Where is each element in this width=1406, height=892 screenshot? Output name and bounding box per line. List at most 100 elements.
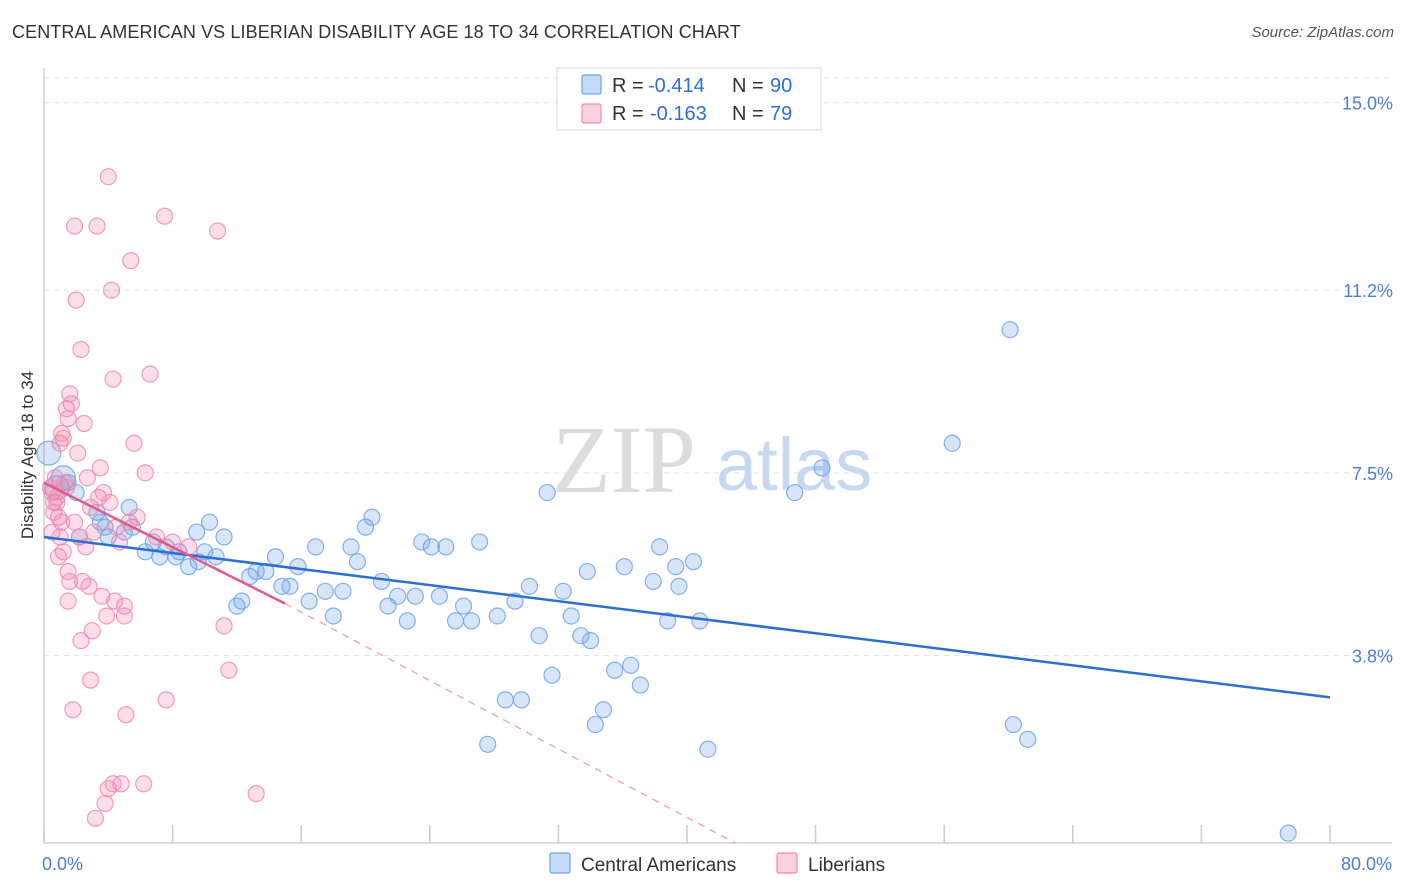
chart-title: CENTRAL AMERICAN VS LIBERIAN DISABILITY … xyxy=(12,22,741,42)
central-american-point xyxy=(786,483,804,502)
source-label: Source: ZipAtlas.com xyxy=(1251,24,1394,41)
liberian-point xyxy=(98,607,116,625)
central-american-point xyxy=(543,666,561,684)
trend-line-liberians xyxy=(43,481,286,605)
liberian-point xyxy=(106,592,124,610)
liberian-point xyxy=(54,429,72,447)
central-american-point xyxy=(684,553,703,571)
central-american-point xyxy=(91,513,109,531)
legend-n-value-central-americans: 90 xyxy=(770,75,792,97)
liberian-point xyxy=(59,409,77,428)
central-american-point xyxy=(594,701,613,719)
liberian-point xyxy=(85,523,103,541)
liberian-point xyxy=(88,217,106,235)
central-american-point xyxy=(606,661,624,679)
central-american-point xyxy=(266,548,285,566)
central-american-point xyxy=(188,523,206,541)
central-american-point xyxy=(316,582,334,600)
liberian-point xyxy=(94,483,113,502)
central-american-point xyxy=(622,656,640,674)
central-american-point xyxy=(572,627,590,645)
central-american-point xyxy=(578,562,596,581)
legend-r-value-central-americans: -0.414 xyxy=(648,75,705,97)
central-american-point xyxy=(228,597,246,615)
liberian-point xyxy=(61,572,79,591)
central-american-point xyxy=(334,582,352,600)
liberian-point xyxy=(75,414,93,433)
series-legend-label-central-americans: Central Americans xyxy=(581,855,736,876)
central-american-point xyxy=(300,592,318,610)
liberian-point xyxy=(49,508,68,526)
y-axis-title: Disability Age 18 to 34 xyxy=(18,371,37,539)
liberian-point xyxy=(62,395,80,413)
legend-n-label-0: N = xyxy=(732,75,764,97)
legend-swatch-liberians xyxy=(581,103,602,124)
liberian-point xyxy=(99,168,117,186)
liberian-point xyxy=(115,597,133,615)
x-tick-marks xyxy=(43,825,1331,843)
liberian-point xyxy=(46,469,64,487)
liberian-point xyxy=(115,607,133,625)
central-american-point xyxy=(631,676,649,694)
liberian-point xyxy=(59,592,77,610)
central-american-point xyxy=(422,538,441,556)
central-american-point xyxy=(372,572,391,591)
central-american-point xyxy=(281,577,299,595)
liberian-point xyxy=(69,444,87,462)
central-american-point xyxy=(454,597,473,615)
central-american-point xyxy=(1004,715,1022,734)
x-tick-label-min: 0.0% xyxy=(42,854,83,874)
liberian-point xyxy=(45,503,63,521)
central-american-point xyxy=(200,513,219,531)
central-american-point xyxy=(479,735,497,753)
central-american-point xyxy=(363,508,381,526)
central-american-point xyxy=(699,740,717,758)
liberian-point xyxy=(91,459,109,477)
liberian-point xyxy=(220,661,238,679)
trend-line-central-americans xyxy=(43,535,1331,699)
liberian-point xyxy=(112,775,130,793)
liberian-point xyxy=(93,587,111,605)
liberian-point xyxy=(209,222,227,240)
liberian-point xyxy=(135,775,153,793)
liberian-point xyxy=(49,548,68,566)
y-tick-label: 7.5% xyxy=(1352,464,1393,484)
liberian-point xyxy=(96,794,114,813)
central-american-point xyxy=(659,612,677,630)
liberian-point xyxy=(43,523,61,541)
legend-swatch-central-americans xyxy=(581,74,602,95)
liberian-point xyxy=(247,785,265,803)
central-american-point xyxy=(586,715,604,734)
central-american-point xyxy=(233,592,251,610)
liberian-point xyxy=(82,671,100,689)
axes xyxy=(43,68,1392,844)
central-american-point xyxy=(670,577,688,595)
central-american-point xyxy=(943,434,961,452)
legend-r-label-1: R = xyxy=(612,103,644,125)
legend-n-label-1: N = xyxy=(732,103,764,125)
series-legend-swatch-liberians xyxy=(776,852,798,874)
central-american-point xyxy=(180,558,198,576)
central-american-point xyxy=(430,587,449,605)
y-tick-labels: 3.8% 7.5% 11.2% 15.0% xyxy=(1342,94,1393,667)
liberian-point xyxy=(65,217,84,235)
series-liberians-points xyxy=(41,168,265,827)
liberian-point xyxy=(72,632,90,650)
liberian-point xyxy=(64,701,82,719)
central-american-point xyxy=(307,538,325,556)
liberian-point xyxy=(136,464,154,482)
watermark: ZIP atlas xyxy=(552,406,872,513)
trend-line-liberians-extension xyxy=(284,603,736,844)
central-american-point xyxy=(530,627,548,645)
central-american-point xyxy=(667,558,685,576)
liberian-point xyxy=(122,252,140,270)
central-american-point xyxy=(398,612,416,630)
central-american-point xyxy=(691,612,709,630)
liberian-point xyxy=(157,691,175,709)
central-american-point xyxy=(512,691,531,709)
liberian-point xyxy=(128,508,146,526)
series-legend-swatch-central-americans xyxy=(549,852,571,874)
central-american-point xyxy=(289,558,307,576)
liberian-point xyxy=(90,488,108,507)
